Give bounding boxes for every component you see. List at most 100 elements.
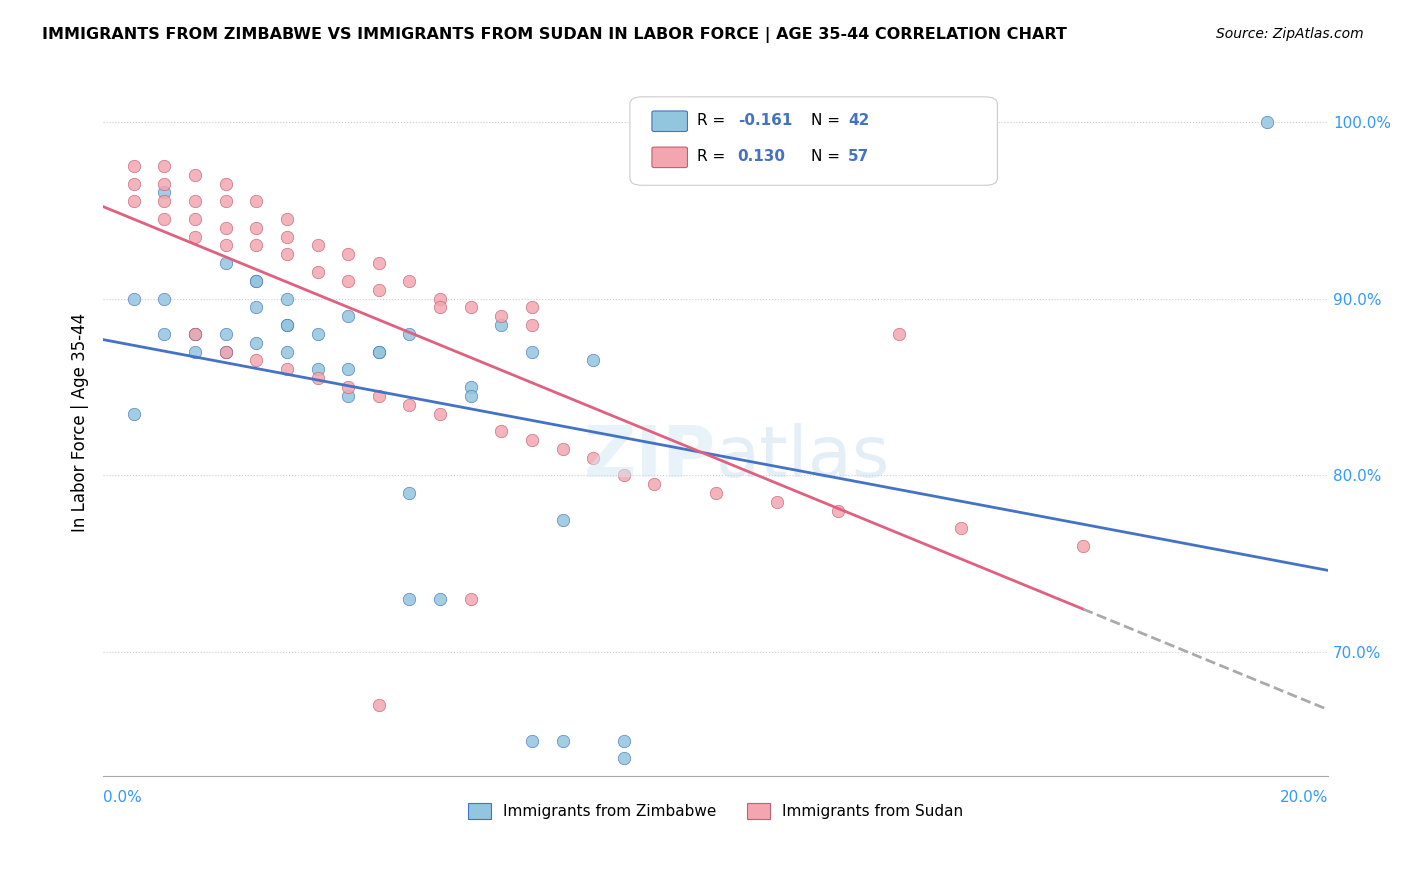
Point	[398, 486, 420, 500]
Point	[122, 407, 145, 421]
Point	[276, 318, 298, 332]
Point	[307, 238, 329, 252]
Point	[460, 592, 482, 607]
Point	[520, 301, 543, 315]
Point	[367, 698, 389, 713]
Point	[367, 283, 389, 297]
Point	[184, 211, 207, 226]
Text: 42: 42	[848, 112, 869, 128]
Point	[276, 292, 298, 306]
Point	[184, 326, 207, 341]
Point	[245, 274, 267, 288]
Text: Source: ZipAtlas.com: Source: ZipAtlas.com	[1216, 27, 1364, 41]
Point	[520, 733, 543, 747]
Point	[307, 265, 329, 279]
FancyBboxPatch shape	[652, 111, 688, 131]
Text: 0.0%: 0.0%	[103, 790, 142, 805]
Point	[367, 256, 389, 270]
Point	[214, 344, 236, 359]
Point	[704, 486, 727, 500]
Point	[398, 592, 420, 607]
Point	[491, 309, 513, 323]
Point	[1256, 114, 1278, 128]
Point	[337, 274, 360, 288]
Point	[276, 247, 298, 261]
Point	[367, 344, 389, 359]
Point	[949, 521, 972, 535]
Point	[460, 389, 482, 403]
Text: IMMIGRANTS FROM ZIMBABWE VS IMMIGRANTS FROM SUDAN IN LABOR FORCE | AGE 35-44 COR: IMMIGRANTS FROM ZIMBABWE VS IMMIGRANTS F…	[42, 27, 1067, 43]
Point	[429, 301, 451, 315]
Point	[245, 274, 267, 288]
Point	[307, 362, 329, 376]
Point	[460, 301, 482, 315]
Point	[245, 194, 267, 209]
Point	[337, 309, 360, 323]
Text: atlas: atlas	[716, 423, 890, 492]
Point	[1071, 539, 1094, 553]
Point	[276, 362, 298, 376]
Point	[613, 751, 636, 765]
Point	[245, 353, 267, 368]
Point	[214, 344, 236, 359]
Point	[429, 292, 451, 306]
Point	[766, 495, 789, 509]
Point	[245, 335, 267, 350]
Point	[337, 362, 360, 376]
Text: 20.0%: 20.0%	[1279, 790, 1329, 805]
Point	[153, 159, 176, 173]
Point	[153, 211, 176, 226]
Point	[122, 177, 145, 191]
Point	[153, 326, 176, 341]
Point	[491, 424, 513, 438]
Point	[184, 344, 207, 359]
Point	[245, 238, 267, 252]
Point	[184, 229, 207, 244]
Text: R =: R =	[697, 112, 730, 128]
Point	[214, 238, 236, 252]
Point	[245, 301, 267, 315]
Point	[214, 326, 236, 341]
Legend: Immigrants from Zimbabwe, Immigrants from Sudan: Immigrants from Zimbabwe, Immigrants fro…	[461, 797, 969, 825]
Point	[460, 380, 482, 394]
Point	[491, 318, 513, 332]
Text: -0.161: -0.161	[738, 112, 792, 128]
Point	[276, 318, 298, 332]
Point	[551, 513, 574, 527]
Point	[214, 177, 236, 191]
Text: 57: 57	[848, 149, 869, 164]
Point	[582, 353, 605, 368]
Point	[184, 326, 207, 341]
Point	[122, 194, 145, 209]
Point	[153, 194, 176, 209]
Point	[153, 292, 176, 306]
Point	[337, 389, 360, 403]
Point	[122, 159, 145, 173]
Point	[276, 344, 298, 359]
Point	[214, 220, 236, 235]
Point	[429, 592, 451, 607]
Point	[214, 344, 236, 359]
Point	[214, 194, 236, 209]
Point	[337, 380, 360, 394]
Text: R =: R =	[697, 149, 730, 164]
Point	[337, 247, 360, 261]
Point	[520, 433, 543, 447]
Text: N =: N =	[811, 149, 845, 164]
Point	[889, 326, 911, 341]
Text: 0.130: 0.130	[738, 149, 786, 164]
Text: ZIP: ZIP	[583, 423, 716, 492]
Point	[398, 274, 420, 288]
Point	[613, 733, 636, 747]
Point	[184, 194, 207, 209]
Point	[153, 186, 176, 200]
FancyBboxPatch shape	[652, 147, 688, 168]
Point	[398, 326, 420, 341]
Point	[520, 344, 543, 359]
Point	[307, 371, 329, 385]
Point	[184, 326, 207, 341]
Point	[429, 407, 451, 421]
Point	[520, 318, 543, 332]
Point	[153, 177, 176, 191]
FancyBboxPatch shape	[630, 97, 997, 186]
